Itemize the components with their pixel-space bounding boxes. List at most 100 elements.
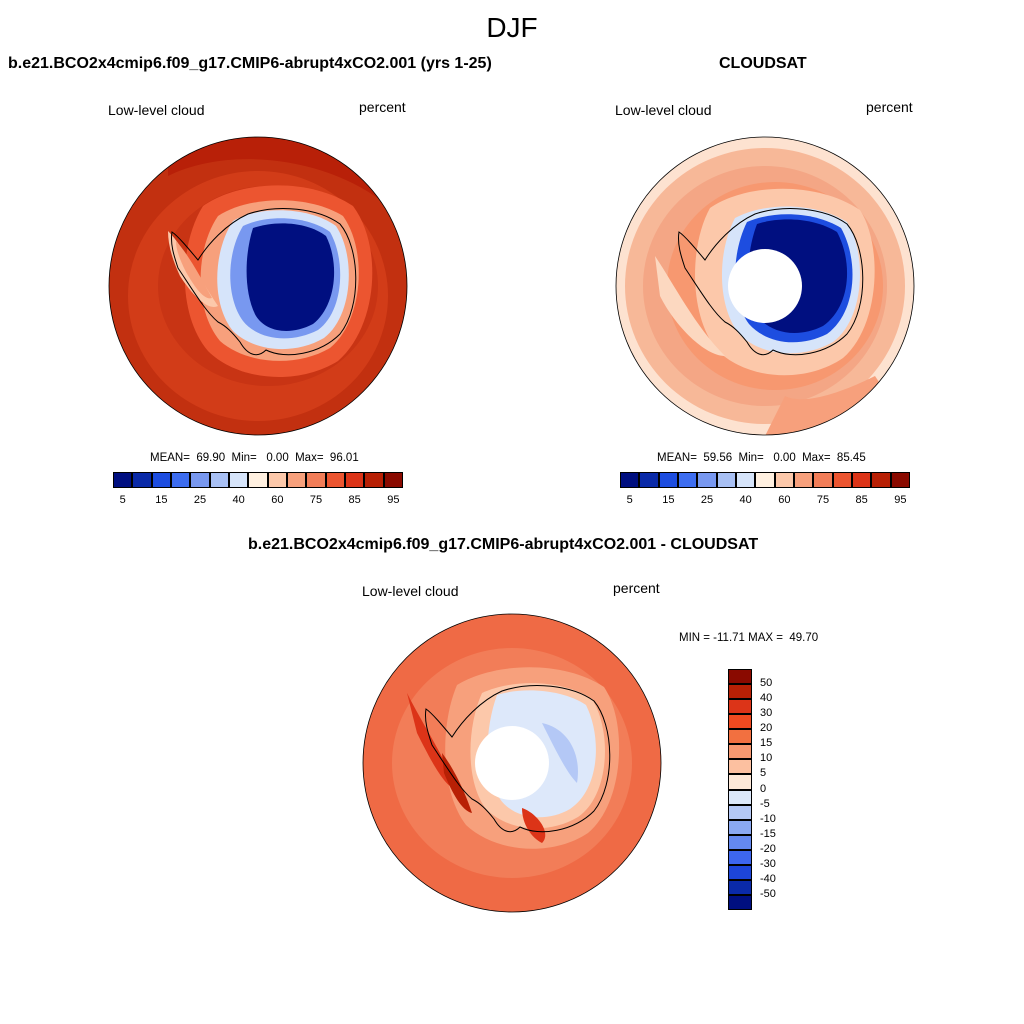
colorbar-swatch [728, 684, 752, 700]
colorbar-tick-label: 50 [760, 677, 773, 690]
panel2-colorbar-labels: 5 15 25 40 60 75 85 95 [620, 494, 910, 508]
colorbar-swatch [345, 472, 365, 488]
colorbar-tick-label: -50 [760, 887, 776, 900]
colorbar-swatch [728, 879, 752, 895]
colorbar-swatch [209, 472, 229, 488]
colorbar-tick-label: 75 [309, 494, 323, 506]
colorbar-swatch [852, 472, 872, 488]
colorbar-tick-label: 85 [348, 494, 361, 506]
panel3-colorbar-labels: 50 40 30 20 15 10 5 0 -5 -10 -15 -20 -30 -40 -50 [760, 669, 800, 910]
colorbar-swatch [728, 699, 752, 715]
colorbar-swatch [151, 472, 171, 488]
panel3-colorbar [728, 669, 752, 910]
colorbar-swatch [728, 729, 752, 745]
panel3-coastline [425, 685, 611, 833]
colorbar-swatch [871, 472, 891, 488]
colorbar-swatch [658, 472, 678, 488]
colorbar-tick-label: 30 [760, 707, 773, 720]
panel2-colorbar [620, 472, 910, 488]
colorbar-swatch [697, 472, 717, 488]
colorbar-swatch [364, 472, 384, 488]
colorbar-swatch [728, 714, 752, 730]
colorbar-swatch [229, 472, 249, 488]
panel3-units-label: percent [613, 580, 660, 596]
panel2-coastline [678, 208, 864, 356]
panel3-polar-map [362, 613, 662, 913]
colorbar-swatch [832, 472, 852, 488]
panel2-variable-label: Low-level cloud [615, 102, 712, 118]
colorbar-swatch [171, 472, 191, 488]
colorbar-swatch [325, 472, 345, 488]
panel1-units-label: percent [359, 99, 406, 115]
panel1-stats: MEAN= 69.90 Min= 0.00 Max= 96.01 [150, 452, 359, 464]
panel3-title: b.e21.BCO2x4cmip6.f09_g17.CMIP6-abrupt4x… [248, 536, 759, 553]
colorbar-tick-label: 60 [778, 494, 791, 506]
colorbar-swatch [813, 472, 833, 488]
colorbar-swatch [248, 472, 268, 488]
colorbar-swatch [728, 894, 752, 910]
panel2-title: CLOUDSAT [719, 55, 807, 72]
colorbar-tick-label: 0 [760, 782, 767, 795]
colorbar-swatch [794, 472, 814, 488]
colorbar-tick-label: 5 [119, 494, 126, 506]
panel1-colorbar-labels: 5 15 25 40 60 75 85 95 [113, 494, 403, 508]
colorbar-swatch [755, 472, 775, 488]
colorbar-tick-label: 15 [155, 494, 168, 506]
colorbar-swatch [774, 472, 794, 488]
colorbar-swatch [728, 849, 752, 865]
colorbar-tick-label: 40 [232, 494, 245, 506]
colorbar-tick-label: 25 [700, 494, 714, 506]
colorbar-swatch [728, 669, 752, 685]
panel1-polar-map [108, 136, 408, 436]
colorbar-swatch [728, 819, 752, 835]
panel3-variable-label: Low-level cloud [362, 583, 459, 599]
colorbar-tick-label: -15 [760, 827, 776, 840]
colorbar-swatch [728, 759, 752, 775]
panel1-title: b.e21.BCO2x4cmip6.f09_g17.CMIP6-abrupt4x… [8, 55, 492, 72]
colorbar-tick-label: 20 [760, 722, 773, 735]
colorbar-swatch [287, 472, 307, 488]
colorbar-swatch [267, 472, 287, 488]
colorbar-tick-label: -10 [760, 812, 776, 825]
colorbar-swatch [728, 789, 752, 805]
panel1-variable-label: Low-level cloud [108, 102, 205, 118]
colorbar-tick-label: -30 [760, 857, 776, 870]
colorbar-tick-label: 75 [816, 494, 830, 506]
colorbar-tick-label: 5 [626, 494, 633, 506]
panel3-stats: MIN = -11.71 MAX = 49.70 [679, 632, 819, 644]
colorbar-tick-label: 25 [193, 494, 207, 506]
colorbar-swatch [890, 472, 910, 488]
figure-title: DJF [486, 12, 538, 43]
colorbar-swatch [113, 472, 133, 488]
panel2-polar-map [615, 136, 915, 436]
colorbar-swatch [728, 774, 752, 790]
colorbar-swatch [639, 472, 659, 488]
colorbar-swatch [716, 472, 736, 488]
panel1-coastline [171, 208, 357, 356]
colorbar-tick-label: 40 [739, 494, 752, 506]
colorbar-swatch [678, 472, 698, 488]
panel1-colorbar [113, 472, 403, 488]
colorbar-swatch [383, 472, 403, 488]
colorbar-swatch [728, 804, 752, 820]
colorbar-swatch [132, 472, 152, 488]
colorbar-tick-label: 60 [271, 494, 284, 506]
colorbar-tick-label: 95 [894, 494, 907, 506]
colorbar-swatch [728, 744, 752, 760]
colorbar-swatch [736, 472, 756, 488]
colorbar-tick-label: 5 [760, 767, 767, 780]
colorbar-swatch [728, 834, 752, 850]
colorbar-tick-label: 10 [760, 752, 773, 765]
colorbar-tick-label: 85 [855, 494, 868, 506]
colorbar-tick-label: -20 [760, 842, 776, 855]
colorbar-swatch [190, 472, 210, 488]
colorbar-tick-label: 15 [760, 737, 773, 750]
panel2-units-label: percent [866, 99, 913, 115]
colorbar-swatch [728, 864, 752, 880]
panel2-stats: MEAN= 59.56 Min= 0.00 Max= 85.45 [657, 452, 866, 464]
colorbar-tick-label: 95 [387, 494, 400, 506]
colorbar-tick-label: 40 [760, 692, 773, 705]
colorbar-swatch [620, 472, 640, 488]
colorbar-tick-label: 15 [662, 494, 675, 506]
colorbar-swatch [306, 472, 326, 488]
